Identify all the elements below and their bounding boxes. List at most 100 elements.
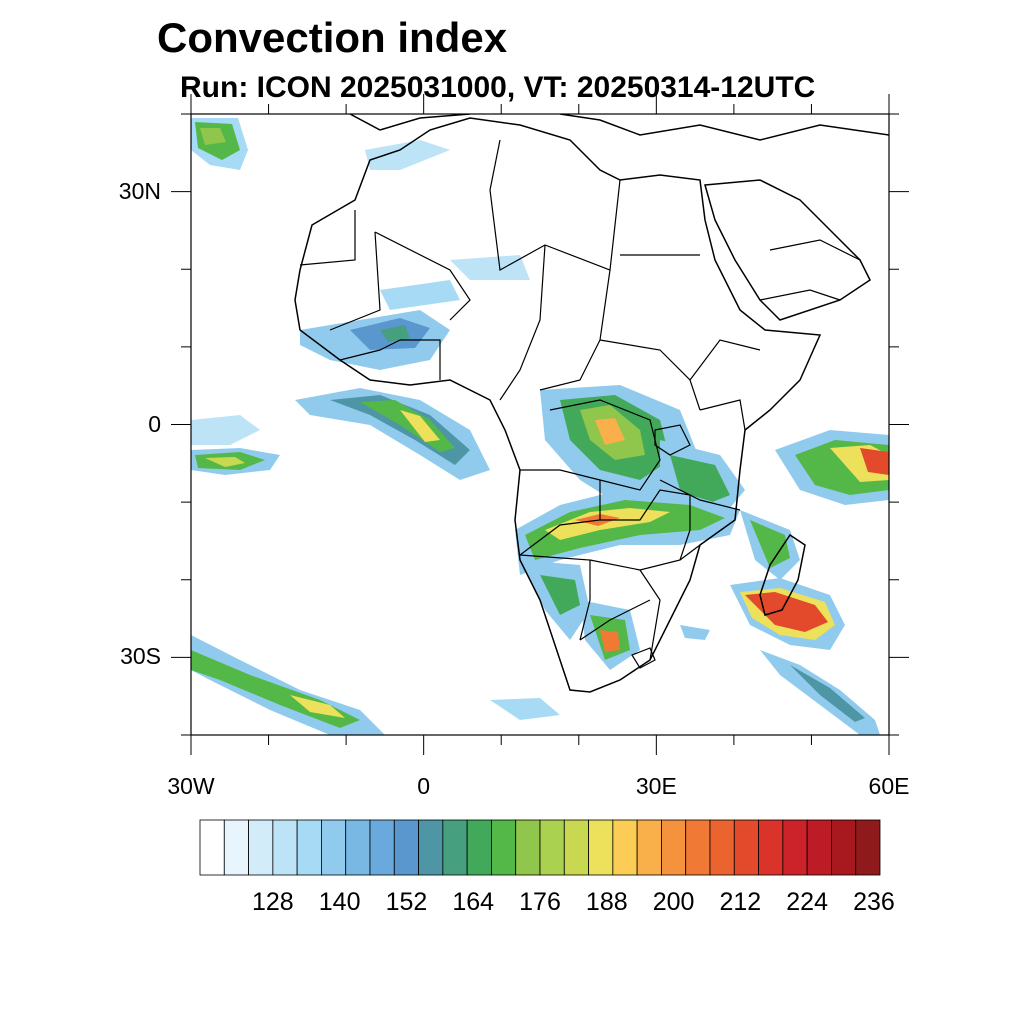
field-patch	[790, 665, 865, 722]
country-border	[329, 231, 381, 331]
field-patch	[450, 255, 530, 280]
country-border	[679, 544, 701, 561]
lon-label: 60E	[868, 773, 910, 799]
axis-ticks	[171, 94, 909, 755]
country-border	[299, 210, 356, 266]
lat-label: 30N	[118, 177, 161, 204]
map-title: Convection index	[157, 14, 508, 61]
country-border	[520, 399, 661, 491]
colorbar-swatch	[539, 819, 565, 876]
field-patch	[205, 457, 245, 467]
field-patch	[525, 500, 725, 560]
country-border	[339, 339, 401, 361]
field-patch	[191, 415, 260, 445]
field-patch	[745, 592, 828, 632]
colorbar-swatch	[515, 819, 541, 876]
colorbar-swatch	[636, 819, 662, 876]
field-patch	[750, 520, 790, 568]
colorbar-swatch	[782, 819, 808, 876]
colorbar-swatch	[466, 819, 492, 876]
colorbar-label: 188	[585, 888, 628, 916]
lon-label: 30E	[635, 773, 677, 799]
country-border	[539, 269, 611, 391]
colorbar-label: 128	[251, 888, 294, 916]
country-border	[579, 599, 651, 641]
colorbar-label: 176	[519, 888, 561, 916]
colorbar-swatch	[831, 819, 857, 876]
lesotho-border	[631, 647, 656, 669]
field-patch	[295, 388, 490, 480]
colorbar-swatch	[248, 819, 274, 876]
colorbar	[199, 819, 881, 876]
europe-coastline	[349, 114, 471, 131]
country-border	[639, 569, 661, 661]
colorbar-swatch	[442, 819, 468, 876]
country-border	[519, 480, 601, 556]
country-border	[759, 289, 841, 301]
country-border	[489, 139, 621, 271]
field-patch	[680, 625, 710, 640]
lon-label: 0	[417, 773, 431, 799]
field-patch	[490, 698, 560, 720]
colorbar-swatch	[563, 819, 589, 876]
field-patch	[191, 650, 360, 728]
country-border	[689, 339, 761, 381]
field-patch	[365, 140, 450, 170]
africa-coastline	[294, 117, 822, 693]
colorbar-label: 236	[853, 888, 895, 916]
colorbar-label: 200	[652, 888, 695, 916]
colorbar-swatch	[199, 819, 225, 876]
madagascar-coastline	[759, 533, 806, 616]
country-border	[599, 339, 701, 411]
country-borders	[299, 139, 861, 669]
lake-victoria	[654, 424, 691, 456]
lat-label: 0	[148, 410, 161, 437]
colorbar-swatch	[806, 819, 832, 876]
colorbar-swatch	[272, 819, 298, 876]
colorbar-swatch	[685, 819, 711, 876]
country-border	[659, 479, 741, 511]
country-border	[519, 554, 591, 641]
colorbar-swatch	[855, 819, 881, 876]
colorbar-swatch	[491, 819, 517, 876]
colorbar-swatch	[661, 819, 687, 876]
map-subtitle: Run: ICON 2025031000, VT: 20250314-12UTC	[180, 71, 816, 104]
country-border	[400, 339, 441, 380]
colorbar-swatch	[758, 819, 784, 876]
arabia-coastline	[704, 179, 871, 321]
lat-label: 30S	[120, 643, 161, 670]
field-patch	[595, 418, 625, 445]
colorbar-label: 152	[385, 888, 428, 916]
country-border	[744, 409, 771, 431]
field-patch	[200, 128, 226, 145]
colorbar-label: 212	[719, 888, 762, 916]
coastlines	[294, 114, 889, 693]
colorbar-label: 224	[786, 888, 828, 916]
colorbar-label: 140	[318, 888, 361, 916]
country-border	[769, 239, 861, 261]
country-border	[499, 244, 546, 401]
colorbar-swatch	[612, 819, 638, 876]
colorbar-swatch	[588, 819, 614, 876]
colorbar-swatch	[393, 819, 419, 876]
field-patch	[290, 695, 345, 718]
colorbar-label: 164	[452, 888, 495, 916]
colorbar-swatch	[223, 819, 249, 876]
field-patch	[380, 280, 460, 310]
country-border	[600, 489, 691, 530]
convection-field	[191, 118, 889, 735]
colorbar-swatch	[345, 819, 371, 876]
field-patch	[380, 325, 410, 342]
field-patch	[600, 630, 620, 652]
country-border	[589, 529, 691, 571]
colorbar-swatch	[321, 819, 347, 876]
field-patch	[540, 575, 580, 615]
colorbar-swatch	[733, 819, 759, 876]
field-patch	[400, 410, 440, 442]
europe-coastline	[559, 114, 889, 141]
lon-label: 30W	[167, 773, 215, 799]
country-border	[699, 399, 746, 431]
colorbar-swatch	[709, 819, 735, 876]
field-patch	[545, 508, 670, 540]
